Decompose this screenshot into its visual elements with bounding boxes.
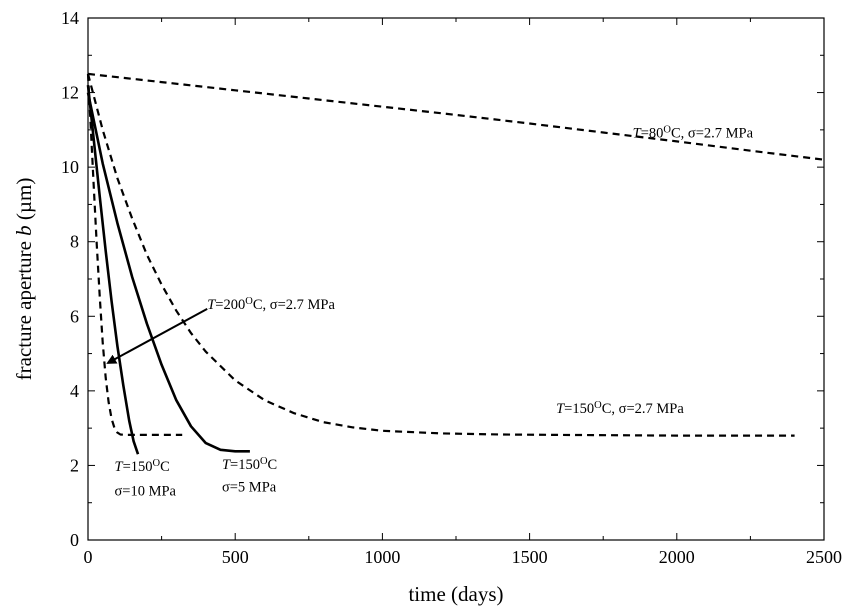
annotations: T=80OC, σ=2.7 MPa T=200OC, σ=2.7 MPa T=150… xyxy=(114,124,753,499)
x-tick-label: 500 xyxy=(222,547,249,567)
x-tick-label: 2000 xyxy=(659,547,695,567)
x-axis-label: time (days) xyxy=(408,582,503,606)
series-line-0 xyxy=(87,72,825,161)
annotation-label: T=150OC xyxy=(222,456,277,473)
y-axis-label: fracture aperture b (µm) xyxy=(12,178,36,381)
x-tick-label: 1000 xyxy=(364,547,400,567)
y-tick-label: 8 xyxy=(70,232,79,252)
y-tick-label: 10 xyxy=(61,157,79,177)
series-line-1 xyxy=(86,73,795,437)
annotation-label: σ=10 MPa xyxy=(114,483,176,499)
y-tick-label: 0 xyxy=(70,530,79,550)
series-group xyxy=(86,72,825,455)
y-tick-label: 12 xyxy=(61,83,79,103)
annotation-label: T=80OC, σ=2.7 MPa xyxy=(633,124,754,141)
x-tick-label: 0 xyxy=(84,547,93,567)
x-tick-label: 2500 xyxy=(806,547,842,567)
annotation-label: T=150OC xyxy=(114,458,169,475)
annotation-label: σ=5 MPa xyxy=(222,480,277,496)
axis-ticks: 0 500 1000 1500 2000 2500 0 2 4 6 8 10 12 14 xyxy=(61,8,842,567)
annotation-arrow xyxy=(106,307,208,364)
series-line-2 xyxy=(86,73,183,436)
plot-frame xyxy=(87,17,825,541)
y-tick-label: 6 xyxy=(70,306,79,326)
y-tick-label: 14 xyxy=(61,8,79,28)
x-tick-label: 1500 xyxy=(512,547,548,567)
y-tick-label: 2 xyxy=(70,455,79,475)
annotation-label: T=150OC, σ=2.7 MPa xyxy=(556,400,684,417)
series-line-4 xyxy=(86,92,250,453)
series-line-3 xyxy=(86,84,140,455)
annotation-label: T=200OC, σ=2.7 MPa xyxy=(207,296,335,313)
y-tick-label: 4 xyxy=(70,381,79,401)
